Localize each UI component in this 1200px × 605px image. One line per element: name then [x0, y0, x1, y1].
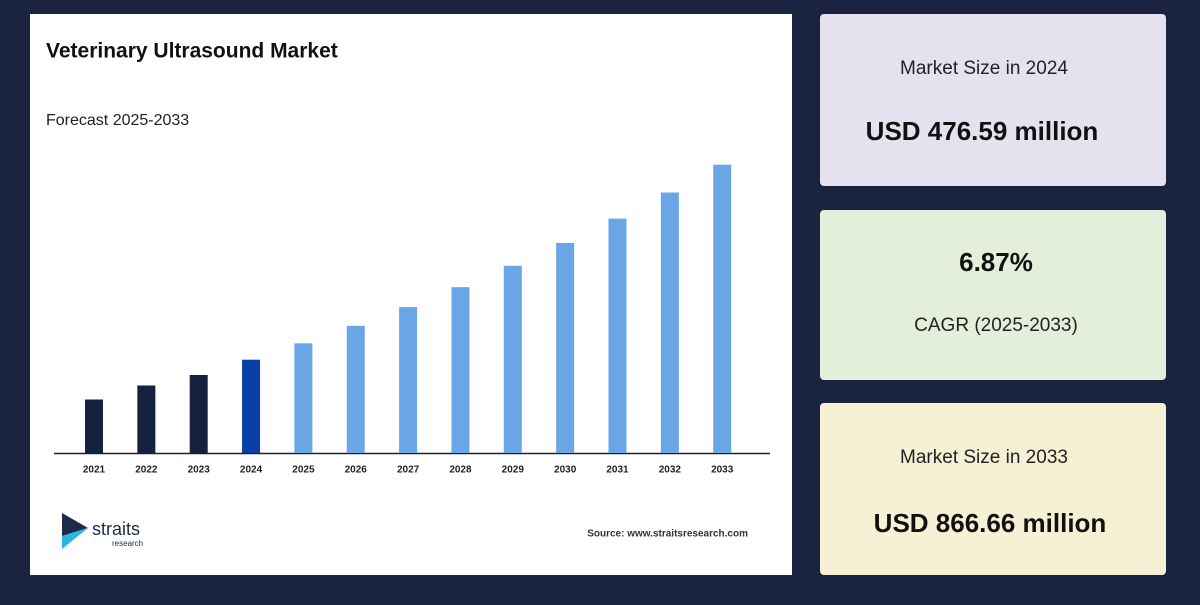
bar	[713, 164, 732, 454]
logo-tagline: research	[112, 539, 143, 548]
x-tick-label: 2023	[188, 465, 211, 476]
logo-name: straits	[92, 519, 140, 539]
logo-mark	[62, 513, 88, 536]
x-tick-label: 2021	[83, 465, 106, 476]
bar	[451, 287, 470, 453]
bar	[503, 265, 522, 453]
bar	[189, 375, 208, 453]
card	[820, 210, 1166, 380]
logo-mark	[62, 528, 88, 549]
x-tick-label: 2032	[659, 465, 682, 476]
bar	[346, 325, 365, 453]
chart-subtitle: Forecast 2025-2033	[46, 112, 189, 129]
x-tick-label: 2033	[711, 465, 734, 476]
card	[820, 14, 1166, 186]
bar	[137, 385, 156, 453]
card-label: Market Size in 2024	[900, 58, 1068, 79]
card-value: USD 866.66 million	[874, 508, 1107, 538]
x-tick-label: 2025	[292, 465, 315, 476]
card	[820, 403, 1166, 575]
card-label: CAGR (2025-2033)	[914, 315, 1078, 336]
chart-title: Veterinary Ultrasound Market	[46, 40, 338, 63]
bar	[242, 359, 261, 453]
x-tick-label: 2022	[135, 465, 158, 476]
x-tick-label: 2028	[449, 465, 472, 476]
bar	[608, 218, 627, 453]
x-tick-label: 2031	[606, 465, 629, 476]
x-tick-label: 2026	[345, 465, 368, 476]
card-value: USD 476.59 million	[866, 116, 1099, 146]
source: Source: www.straitsresearch.com	[587, 529, 748, 540]
bar	[556, 242, 575, 453]
bar	[85, 399, 103, 453]
card-label: Market Size in 2033	[900, 447, 1068, 468]
x-tick-label: 2029	[502, 465, 525, 476]
bar	[660, 192, 679, 453]
x-tick-label: 2024	[240, 465, 263, 476]
bar	[399, 307, 418, 453]
x-tick-label: 2030	[554, 465, 577, 476]
logo: straits research	[62, 513, 143, 549]
card-value: 6.87%	[959, 247, 1033, 277]
x-tick-label: 2027	[397, 465, 420, 476]
bar	[294, 343, 313, 453]
